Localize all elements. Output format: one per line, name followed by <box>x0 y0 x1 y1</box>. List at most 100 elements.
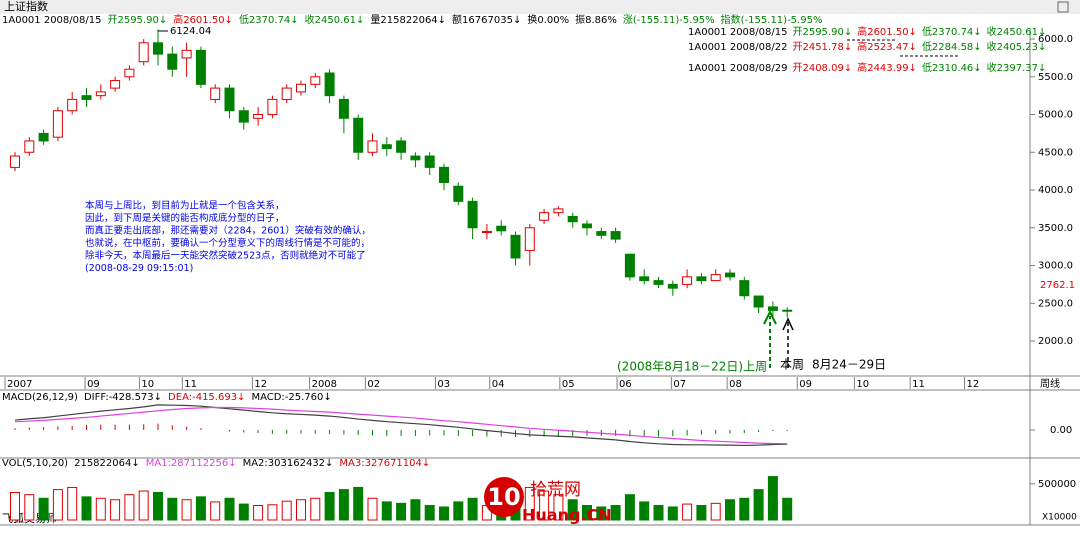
info-item: 收2450.61↓ <box>305 13 365 26</box>
y-tick-label: 5500.0 <box>1038 72 1073 83</box>
y-tick-label: 3000.0 <box>1038 261 1073 272</box>
volume-bar <box>682 503 693 521</box>
info-item: 高2443.99↓ <box>857 61 917 74</box>
candle-body <box>52 110 63 138</box>
volume-bar <box>195 496 206 521</box>
candle-body <box>753 295 764 308</box>
candle-body <box>296 83 306 93</box>
this-week-label: 本周 <box>780 358 804 372</box>
candle-body <box>410 155 421 161</box>
volume-bar <box>110 499 121 521</box>
x-tick-label: 10 <box>141 379 154 390</box>
window-icon[interactable] <box>1057 1 1069 13</box>
volume-bar <box>524 486 535 521</box>
info-item: 开2451.78↓ <box>792 42 852 53</box>
volume-bar <box>582 505 592 521</box>
x-tick-label: 03 <box>437 379 450 390</box>
candle-body <box>710 274 721 282</box>
watermark-site: Huang.CN <box>522 506 612 525</box>
x-tick-label: 07 <box>673 379 686 390</box>
chart-title: 上证指数 <box>4 0 48 13</box>
info-item: MACD(26,12,9) <box>2 392 78 403</box>
note-line: 因此，到下周是关键的能否构成底分型的日子， <box>85 212 285 224</box>
volume-bar <box>167 497 178 521</box>
macd-line <box>14 406 788 445</box>
volume-bar <box>782 497 793 521</box>
candle-body <box>610 231 621 240</box>
volume-bar <box>281 500 292 521</box>
candle-body <box>310 76 321 85</box>
x-tick-label: 2008 <box>312 379 337 390</box>
info-item: 指数(-155.11)-5.95% <box>721 13 823 26</box>
x-tick-label: 12 <box>254 379 267 390</box>
candle-body <box>353 117 364 153</box>
last-price-label: 2762.1 <box>1040 280 1075 291</box>
candle-body <box>782 309 793 312</box>
volume-bar <box>310 497 321 521</box>
candle-body <box>67 98 78 112</box>
candle-body <box>439 166 449 183</box>
info-item: 高2523.47↓ <box>857 40 917 53</box>
candle-body <box>81 95 92 100</box>
volume-bar <box>553 494 564 521</box>
candle-body <box>324 72 335 97</box>
info-item: 开2595.90↓ <box>792 27 852 38</box>
volume-bar <box>467 497 478 521</box>
volume-bar <box>739 497 750 521</box>
y-tick-label: 2500.0 <box>1038 298 1073 309</box>
candle-body <box>639 276 650 282</box>
volume-bar <box>81 496 92 521</box>
candle-body <box>539 212 550 221</box>
info-item: 1A0001 2008/08/15 <box>2 15 101 26</box>
volume-bar <box>38 497 49 521</box>
volume-bar <box>725 499 735 521</box>
volume-bar <box>253 505 264 521</box>
volume-bar <box>624 494 635 521</box>
info-item: 高2601.50↓ <box>857 25 917 38</box>
x-tick-label: 10 <box>856 379 869 390</box>
candle-body <box>210 87 221 100</box>
info-item: 涨(-155.11)-5.95% <box>623 14 715 26</box>
info-item: 额16767035↓ <box>452 13 521 26</box>
volume-bar <box>24 494 35 521</box>
info-item: DEA:-415.693↓ <box>168 392 245 403</box>
candle-body <box>281 87 292 100</box>
candle-body <box>624 253 635 278</box>
volume-bar <box>424 505 435 521</box>
volume-bar <box>667 506 678 521</box>
watermark-number: 10 <box>487 483 520 511</box>
x-tick-label: 11 <box>184 379 197 390</box>
volume-bar <box>181 499 192 521</box>
volume-bar <box>210 501 221 521</box>
x-tick-label: 04 <box>492 379 505 390</box>
volume-bar <box>596 506 607 521</box>
volume-bar <box>410 499 421 521</box>
info-item: 215822064↓ <box>74 458 140 469</box>
info-item: 低2284.58↓ <box>922 40 982 53</box>
volume-bar <box>10 492 20 521</box>
candle-body <box>267 98 278 116</box>
candle-body <box>38 132 49 142</box>
candle-body <box>524 227 535 251</box>
info-item: MA2:303162432↓ <box>243 458 334 469</box>
volume-bar <box>381 501 392 521</box>
info-item: VOL(5,10,20) <box>2 458 68 469</box>
info-item: 收2397.37↓ <box>987 61 1047 74</box>
x-tick-label: 05 <box>562 379 575 390</box>
candle-body <box>596 231 607 236</box>
volume-bar <box>696 505 707 521</box>
unit-label: X10000 <box>1042 513 1077 523</box>
x-tick-label: 08 <box>729 379 742 390</box>
candle-body <box>467 200 478 229</box>
x-tick-label: 11 <box>912 379 925 390</box>
title-bar <box>0 0 1080 14</box>
candle-body <box>767 306 778 311</box>
volume-bar <box>153 492 163 521</box>
y-tick-label: 500000 <box>1038 479 1076 490</box>
candle-body <box>424 155 435 168</box>
volume-bar <box>453 501 464 521</box>
volume-bar <box>124 494 135 521</box>
candle-body <box>153 42 163 55</box>
note-line: 也就说，在中枢前，要确认一个分型意义下的周线行情是不可能的， <box>85 237 370 249</box>
